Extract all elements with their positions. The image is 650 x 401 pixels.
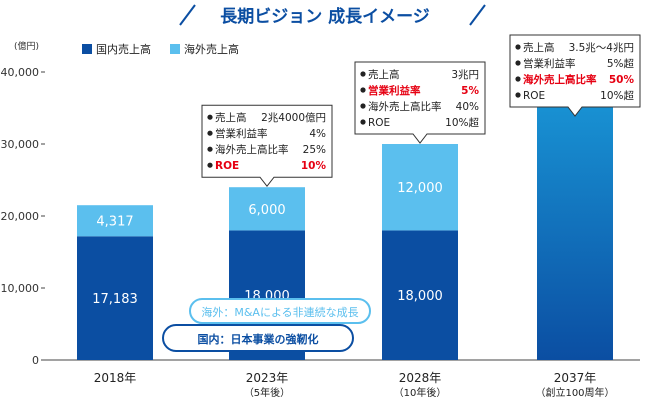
callout-row-label: 海外売上高比率 bbox=[523, 73, 597, 86]
callout-bullet bbox=[207, 146, 213, 152]
bar-segment-domestic bbox=[382, 230, 458, 360]
x-tick-sublabel: （創立100周年） bbox=[535, 386, 614, 399]
callout-row-value: 40% bbox=[456, 101, 479, 113]
callout-row-value: 50% bbox=[609, 74, 635, 86]
callout-row-label: 営業利益率 bbox=[215, 127, 268, 140]
x-axis-labels: 2018年 2023年（5年後） 2028年（10年後） 2037年（創立100周年） bbox=[94, 371, 615, 399]
callout-box bbox=[509, 34, 641, 117]
callout-bullet bbox=[515, 76, 521, 82]
callout-row-label: ROE bbox=[368, 117, 390, 129]
callout-bullet bbox=[515, 44, 521, 50]
callout-row-value: 10% bbox=[301, 160, 327, 172]
callout-bullet bbox=[207, 114, 213, 120]
x-tick-label: 2018年 bbox=[94, 371, 137, 385]
callout-box bbox=[354, 61, 486, 144]
y-axis-unit: (億円) bbox=[14, 40, 39, 52]
bar-value-label: 4,317 bbox=[96, 215, 133, 230]
bar-segment-overseas bbox=[382, 144, 458, 231]
strategy-domestic-pill: 国内：日本事業の強靭化 bbox=[162, 324, 354, 352]
callout-bullet bbox=[207, 130, 213, 136]
callout-bullet bbox=[360, 119, 366, 125]
callout-row-value: 3.5兆～4兆円 bbox=[569, 42, 634, 54]
callout-bullet bbox=[515, 60, 521, 66]
x-tick-sublabel: （10年後） bbox=[394, 386, 447, 399]
y-tick-label: 10,000 bbox=[1, 282, 40, 295]
legend-swatch-overseas bbox=[170, 44, 180, 54]
bar-value-label: 17,183 bbox=[92, 292, 138, 307]
bar-value-label: 18,000 bbox=[397, 289, 443, 304]
callout-bullet bbox=[360, 103, 366, 109]
callout-row-label: 売上高 bbox=[368, 68, 400, 81]
strategy-domestic-text: 国内：日本事業の強靭化 bbox=[198, 332, 319, 346]
callout-bullet bbox=[360, 71, 366, 77]
callout-box bbox=[201, 104, 333, 188]
legend-swatch-domestic bbox=[82, 44, 92, 54]
callout-row-label: 売上高 bbox=[215, 111, 247, 124]
title-slash-right bbox=[469, 4, 486, 26]
chart-title: 長期ビジョン 成長イメージ bbox=[220, 6, 430, 27]
title-slash-left bbox=[179, 4, 196, 26]
callout-row-value: 10%超 bbox=[600, 89, 634, 102]
callout-row-value: 5%超 bbox=[607, 57, 635, 70]
bar-segment-overseas bbox=[229, 187, 305, 231]
callout-row-label: ROE bbox=[523, 90, 545, 102]
callout-row-label: 営業利益率 bbox=[523, 57, 576, 70]
callout-row-value: 5% bbox=[461, 85, 479, 97]
callout-row-value: 3兆円 bbox=[451, 69, 479, 81]
legend-label-domestic: 国内売上高 bbox=[96, 42, 151, 56]
x-tick-sublabel: （5年後） bbox=[244, 386, 290, 399]
x-tick-label: 2028年 bbox=[399, 371, 442, 385]
callout-row-value: 25% bbox=[303, 144, 326, 156]
callout-row-value: 10%超 bbox=[445, 116, 479, 129]
callout-bullet bbox=[360, 87, 366, 93]
y-tick-label: 20,000 bbox=[1, 210, 40, 223]
callout-row-label: 営業利益率 bbox=[368, 84, 421, 97]
callout-bullet bbox=[207, 162, 213, 168]
callout-row-label: 売上高 bbox=[523, 41, 555, 54]
callout-bullet bbox=[515, 92, 521, 98]
y-tick-label: 40,000 bbox=[1, 66, 40, 79]
legend-label-overseas: 海外売上高 bbox=[184, 42, 239, 56]
callout-row-label: 海外売上高比率 bbox=[215, 143, 289, 156]
strategy-overseas-text: 海外：M&Aによる非連続な成長 bbox=[201, 305, 358, 319]
callout-row-label: 海外売上高比率 bbox=[368, 100, 442, 113]
callout-row-label: ROE bbox=[215, 160, 239, 172]
y-tick-label: 30,000 bbox=[1, 138, 40, 151]
bar-value-label: 12,000 bbox=[397, 181, 443, 196]
strategy-overseas-pill: 海外：M&Aによる非連続な成長 bbox=[189, 298, 371, 324]
bar-segment-domestic bbox=[77, 236, 153, 360]
bar-vision-2037 bbox=[537, 72, 613, 360]
x-tick-label: 2023年 bbox=[246, 371, 289, 385]
x-tick-label: 2037年 bbox=[554, 371, 597, 385]
callout-row-value: 2兆4000億円 bbox=[261, 111, 326, 124]
callout-row-value: 4% bbox=[309, 128, 326, 140]
bar-value-label: 6,000 bbox=[248, 203, 285, 218]
y-tick-label: 0 bbox=[32, 354, 39, 367]
bar-segment-overseas bbox=[77, 205, 153, 237]
